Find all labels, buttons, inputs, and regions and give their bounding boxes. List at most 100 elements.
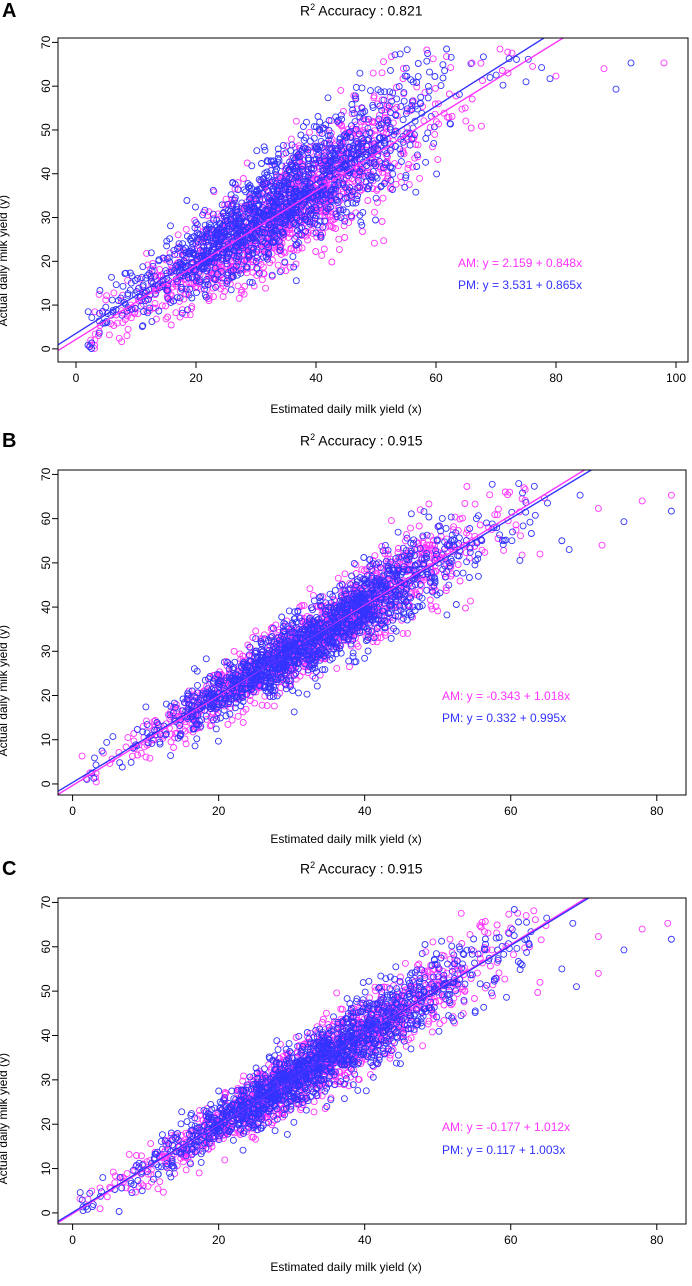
- data-point: [213, 715, 221, 723]
- data-point: [413, 151, 421, 159]
- x-tick-label: 0: [73, 371, 80, 385]
- data-point: [339, 190, 347, 198]
- data-point: [289, 253, 297, 261]
- data-point: [313, 233, 321, 241]
- data-point: [252, 258, 260, 265]
- data-point: [192, 203, 199, 211]
- data-point: [383, 116, 391, 124]
- data-point: [483, 519, 490, 527]
- data-point: [432, 553, 440, 561]
- data-point: [241, 257, 249, 265]
- data-point: [347, 191, 355, 199]
- data-point: [219, 256, 226, 264]
- data-point: [251, 230, 259, 238]
- data-point: [210, 216, 218, 224]
- data-point: [279, 208, 287, 216]
- data-point: [418, 555, 426, 563]
- data-point: [391, 51, 399, 59]
- data-point: [519, 489, 526, 497]
- data-point: [134, 751, 142, 759]
- data-point: [282, 149, 290, 157]
- data-point: [325, 127, 333, 134]
- data-point: [366, 129, 374, 136]
- data-point: [293, 240, 301, 248]
- data-point: [252, 209, 260, 217]
- data-point: [380, 612, 388, 620]
- data-point: [463, 483, 471, 490]
- data-point: [145, 270, 153, 278]
- data-point: [194, 681, 201, 689]
- data-point: [237, 269, 245, 277]
- data-point: [276, 247, 284, 254]
- data-point: [443, 45, 451, 53]
- data-point: [382, 159, 389, 167]
- data-point: [148, 739, 156, 747]
- data-point: [102, 296, 110, 304]
- data-point: [392, 180, 400, 188]
- data-point: [138, 323, 146, 331]
- data-point: [385, 104, 393, 112]
- chart-panel-b: 0 20 40 60 80 0 10 20 30 40 50 60 70 B R2 Accuracy :…: [0, 430, 692, 858]
- data-point: [188, 294, 196, 302]
- data-point: [220, 209, 228, 216]
- data-point: [413, 163, 421, 170]
- data-point: [372, 172, 380, 180]
- data-point: [312, 207, 320, 215]
- data-point: [99, 307, 107, 315]
- data-point: [447, 513, 455, 521]
- data-point: [223, 277, 231, 285]
- data-point: [512, 521, 520, 529]
- data-point: [352, 561, 360, 569]
- data-point: [326, 203, 334, 211]
- data-point: [234, 186, 242, 194]
- data-point: [287, 135, 295, 143]
- data-point: [253, 202, 261, 210]
- data-point: [369, 101, 377, 109]
- data-point: [224, 720, 232, 728]
- data-point: [269, 185, 277, 193]
- y-tick-label: 60: [39, 512, 53, 526]
- data-point: [466, 525, 474, 532]
- data-point: [416, 174, 424, 182]
- data-point: [183, 232, 191, 240]
- data-point: [298, 166, 306, 173]
- data-point: [191, 693, 199, 701]
- data-point: [261, 146, 269, 154]
- data-point: [445, 581, 453, 589]
- data-point: [404, 629, 412, 637]
- data-point: [357, 218, 365, 226]
- data-point: [389, 119, 397, 127]
- data-point: [408, 97, 416, 105]
- data-point: [427, 602, 435, 610]
- data-point: [268, 623, 276, 631]
- data-point: [295, 689, 302, 697]
- data-point: [296, 224, 304, 232]
- data-point: [392, 143, 400, 150]
- data-point: [406, 141, 414, 149]
- data-point: [138, 274, 146, 281]
- data-point: [264, 194, 272, 202]
- data-point: [263, 702, 271, 710]
- data-point: [211, 264, 219, 272]
- data-point: [387, 176, 395, 184]
- data-point: [306, 199, 314, 207]
- data-point: [344, 125, 352, 133]
- panel-letter-a: A: [2, 0, 17, 22]
- data-point: [348, 122, 355, 130]
- data-point: [443, 113, 451, 121]
- data-point: [430, 568, 438, 576]
- data-point: [220, 658, 228, 666]
- data-point: [504, 517, 512, 525]
- data-point: [274, 261, 282, 269]
- data-point: [229, 179, 237, 186]
- data-point: [389, 89, 397, 97]
- data-point: [429, 143, 436, 151]
- data-point: [332, 210, 340, 218]
- data-point: [331, 176, 339, 184]
- data-point: [268, 271, 276, 279]
- data-point: [88, 345, 95, 352]
- data-point: [330, 181, 338, 189]
- data-point: [394, 545, 402, 552]
- data-point: [152, 315, 160, 323]
- data-point: [298, 244, 306, 252]
